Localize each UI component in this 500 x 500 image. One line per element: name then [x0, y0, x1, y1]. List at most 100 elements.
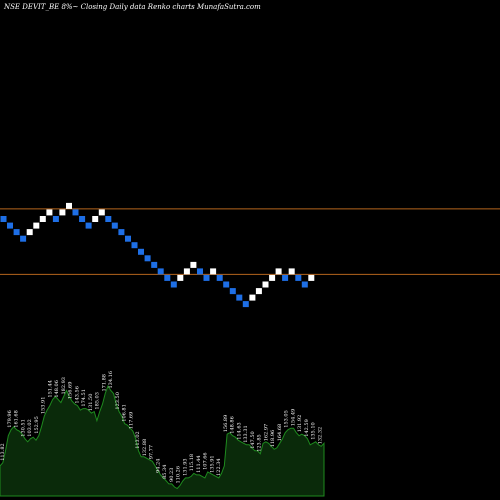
down-brick: [144, 255, 151, 262]
down-brick: [72, 209, 79, 216]
up-brick: [210, 268, 217, 275]
renko-bricks: [0, 202, 315, 308]
volume-label: 130.51: [20, 419, 26, 437]
volume-label: 97.77: [149, 445, 155, 459]
up-brick: [98, 209, 105, 216]
volume-label: 113.82: [0, 443, 6, 461]
volume-label: 132.32: [317, 427, 323, 445]
volume-label: 114.63: [236, 422, 242, 440]
volume-label: 106.81: [122, 404, 128, 422]
up-brick: [46, 209, 53, 216]
down-brick: [197, 268, 203, 275]
down-brick: [118, 229, 125, 236]
down-brick: [282, 274, 289, 281]
chart-title: NSE DEVIT_BE 8%~ Closing Daily data Renk…: [3, 3, 261, 11]
down-brick: [105, 216, 112, 222]
volume-label: 123.85: [257, 434, 263, 452]
volume-label: 174.51: [81, 389, 87, 407]
volume-label: 133.31: [243, 425, 249, 443]
volume-label: 122.34: [216, 458, 222, 476]
down-brick: [125, 235, 131, 242]
volume-label: 156.89: [223, 415, 229, 433]
up-brick: [288, 268, 295, 275]
volume-label: 161.68: [14, 410, 20, 428]
up-brick: [39, 216, 46, 222]
volume-label: 115.18: [189, 454, 195, 472]
up-brick: [190, 261, 197, 268]
volume-label: 152.95: [34, 416, 40, 434]
up-brick: [183, 268, 190, 275]
volume-label: 111.44: [196, 455, 202, 473]
down-brick: [216, 274, 223, 281]
up-brick: [33, 222, 40, 229]
up-brick: [26, 229, 33, 236]
volume-label: 107.66: [203, 452, 209, 470]
up-brick: [269, 274, 276, 281]
down-brick: [0, 216, 7, 222]
volume-label: 182.93: [61, 377, 67, 395]
down-brick: [79, 216, 86, 222]
down-brick: [295, 274, 302, 281]
up-brick: [66, 202, 72, 209]
up-brick: [59, 209, 66, 216]
volume-area: [0, 384, 325, 497]
volume-label: 143.56: [74, 386, 80, 404]
down-brick: [20, 235, 27, 242]
volume-label: 179.96: [7, 410, 13, 428]
volume-label: 123.50: [115, 392, 121, 410]
down-brick: [157, 268, 164, 275]
up-brick: [249, 294, 256, 301]
volume-label: 85.34: [162, 465, 168, 479]
volume-label: 132.88: [142, 439, 148, 457]
volume-label: 113.02: [135, 431, 141, 449]
up-brick: [275, 268, 282, 275]
down-brick: [7, 222, 13, 229]
down-brick: [223, 281, 230, 288]
volume-area-path: [0, 384, 325, 497]
volume-label: 131.92: [297, 415, 303, 433]
down-brick: [13, 229, 20, 236]
down-brick: [164, 274, 171, 281]
down-brick: [111, 222, 118, 229]
down-brick: [52, 216, 59, 222]
up-brick: [308, 274, 315, 281]
volume-label: 103.02: [27, 419, 33, 437]
volume-label: 147.50: [250, 431, 256, 449]
volume-label: 171.88: [101, 374, 107, 392]
volume-label: 134.16: [108, 371, 114, 389]
volume-label: 164.68: [277, 424, 283, 442]
down-brick: [242, 301, 249, 308]
volume-label: 148.86: [230, 416, 236, 434]
up-brick: [177, 274, 184, 281]
down-brick: [236, 294, 243, 301]
volume-label: 135.91: [209, 455, 215, 473]
down-brick: [301, 281, 308, 288]
volume-label: 162.97: [263, 424, 269, 442]
down-brick: [138, 248, 144, 255]
down-brick: [151, 261, 158, 268]
up-brick: [92, 216, 99, 222]
volume-label: 118.96: [270, 430, 276, 448]
volume-label: 90.23: [169, 468, 175, 482]
down-brick: [203, 274, 210, 281]
down-brick: [229, 288, 236, 295]
up-brick: [255, 288, 262, 295]
volume-label: 117.69: [128, 412, 134, 430]
up-brick: [262, 281, 269, 288]
volume-label: 185.03: [95, 392, 101, 410]
volume-label: 131.93: [182, 458, 188, 476]
down-brick: [131, 242, 138, 249]
volume-label: 135.10: [311, 422, 317, 440]
volume-label: 94.24: [155, 459, 161, 473]
volume-label: 156.69: [68, 382, 74, 400]
volume-label: 153.05: [284, 410, 290, 428]
volume-label: 153.91: [41, 397, 47, 415]
volume-label: 131.50: [88, 394, 94, 412]
reference-lines: [0, 208, 500, 275]
volume-label: 154.49: [290, 409, 296, 427]
volume-label: 110.26: [176, 466, 182, 484]
volume-label: 142.59: [304, 419, 310, 437]
